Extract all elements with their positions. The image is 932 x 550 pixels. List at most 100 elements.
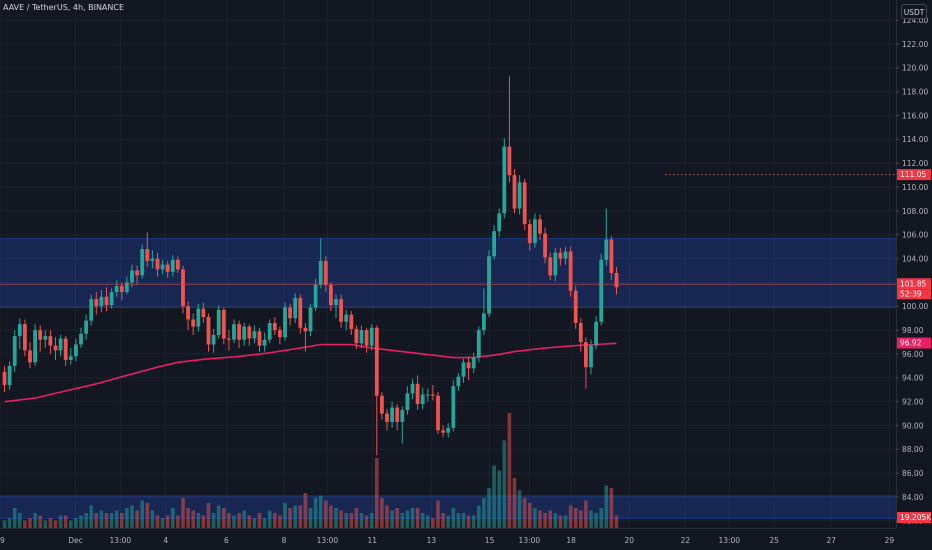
candle-body xyxy=(476,330,481,358)
candle xyxy=(446,423,451,438)
volume-bar xyxy=(517,490,522,528)
candle-body xyxy=(563,251,568,259)
volume-bar xyxy=(43,520,48,528)
volume-bar xyxy=(375,458,379,528)
y-tick-label: 96.00 xyxy=(902,350,924,359)
candle xyxy=(558,247,563,266)
candle-body xyxy=(109,292,114,306)
volume-bar xyxy=(109,513,114,528)
last-price-tag: 101.85 xyxy=(897,278,931,290)
volume-zone xyxy=(0,495,896,519)
x-tick-label: 18 xyxy=(566,536,576,545)
candle xyxy=(543,227,547,264)
volume-bar xyxy=(125,508,129,528)
candle xyxy=(456,373,461,391)
y-tick-label: 92.00 xyxy=(902,397,924,406)
candle-body xyxy=(288,307,292,319)
candle xyxy=(492,225,496,260)
candle-body xyxy=(420,394,425,405)
candle xyxy=(308,303,313,337)
candle xyxy=(599,253,604,326)
candle xyxy=(28,342,32,369)
candle-body xyxy=(237,324,241,340)
volume-bar xyxy=(237,513,241,528)
volume-bar xyxy=(482,498,486,528)
volume-bar xyxy=(140,500,144,528)
candle xyxy=(257,327,262,352)
volume-bar xyxy=(196,513,201,528)
candle-body xyxy=(247,326,252,339)
y-tick-label: 84.00 xyxy=(902,493,924,502)
x-tick-label: 13 xyxy=(427,536,437,545)
candle-body xyxy=(104,296,109,306)
candle xyxy=(441,425,445,438)
volume-value-tag-text: 19.205K xyxy=(900,513,932,522)
candle xyxy=(7,361,12,390)
volume-bar xyxy=(247,515,252,528)
candle-body xyxy=(359,330,364,344)
y-axis[interactable]: 82.0084.0086.0088.0090.0092.0094.0096.00… xyxy=(896,0,932,550)
candle-body xyxy=(527,224,532,244)
candle-body xyxy=(456,376,461,387)
countdown-tag-text: 52:39 xyxy=(900,289,922,298)
volume-bar xyxy=(451,508,456,528)
volume-bar xyxy=(446,515,450,528)
candle xyxy=(609,235,614,281)
x-tick-label: 6 xyxy=(224,536,229,545)
candle-body xyxy=(74,344,78,357)
volume-bar xyxy=(222,508,226,528)
volume-bar xyxy=(548,510,552,528)
volume-bar xyxy=(502,440,507,528)
candle-body xyxy=(497,213,502,232)
y-tick-label: 86.00 xyxy=(902,469,924,478)
candle-body xyxy=(293,297,298,319)
candle-body xyxy=(354,328,359,344)
candle xyxy=(232,319,236,344)
candle-body xyxy=(492,231,496,257)
volume-bar xyxy=(533,508,537,528)
candle-body xyxy=(58,338,63,351)
currency-button[interactable]: USDT xyxy=(901,4,927,19)
volume-bar xyxy=(69,520,73,528)
volume-bar xyxy=(278,515,282,528)
volume-bar xyxy=(145,503,150,528)
volume-bar xyxy=(171,508,175,528)
volume-bar xyxy=(426,515,430,528)
volume-bar xyxy=(512,478,517,528)
y-tick-label: 118.00 xyxy=(902,88,928,97)
candle-body xyxy=(614,272,619,288)
candle xyxy=(119,282,124,301)
candle-body xyxy=(502,146,507,214)
candle-body xyxy=(589,345,593,368)
candle-body xyxy=(278,330,282,338)
candle xyxy=(79,327,83,349)
volume-bar xyxy=(477,505,481,528)
candle-body xyxy=(160,264,165,270)
x-axis[interactable]: 29 Dec 13:00 4 6 8 13:00 11 13 15 13:00 18 20 22 13:00… xyxy=(0,528,896,546)
volume-bar xyxy=(415,508,420,528)
candle-body xyxy=(94,299,99,307)
x-tick-label: 13:00 xyxy=(718,536,740,545)
x-tick-label: 20 xyxy=(625,536,635,545)
x-tick-label: 4 xyxy=(163,536,168,545)
countdown-tag-bg xyxy=(897,289,931,300)
candle-body xyxy=(344,314,349,322)
grid xyxy=(0,0,896,528)
candle-body xyxy=(441,430,445,433)
volume-bar xyxy=(497,470,501,528)
candle-body xyxy=(364,330,369,346)
volume-value-tag: 19.205K xyxy=(897,512,932,523)
candle-body xyxy=(487,256,491,314)
candle xyxy=(380,392,384,420)
volume-bar xyxy=(589,510,593,528)
candle xyxy=(476,326,481,363)
candle-body xyxy=(425,394,430,396)
candle-body xyxy=(568,251,573,291)
moving-average xyxy=(4,342,617,403)
volume-bar xyxy=(461,513,466,528)
candle-body xyxy=(369,327,374,346)
candle xyxy=(89,294,94,326)
candle-body xyxy=(99,296,104,307)
